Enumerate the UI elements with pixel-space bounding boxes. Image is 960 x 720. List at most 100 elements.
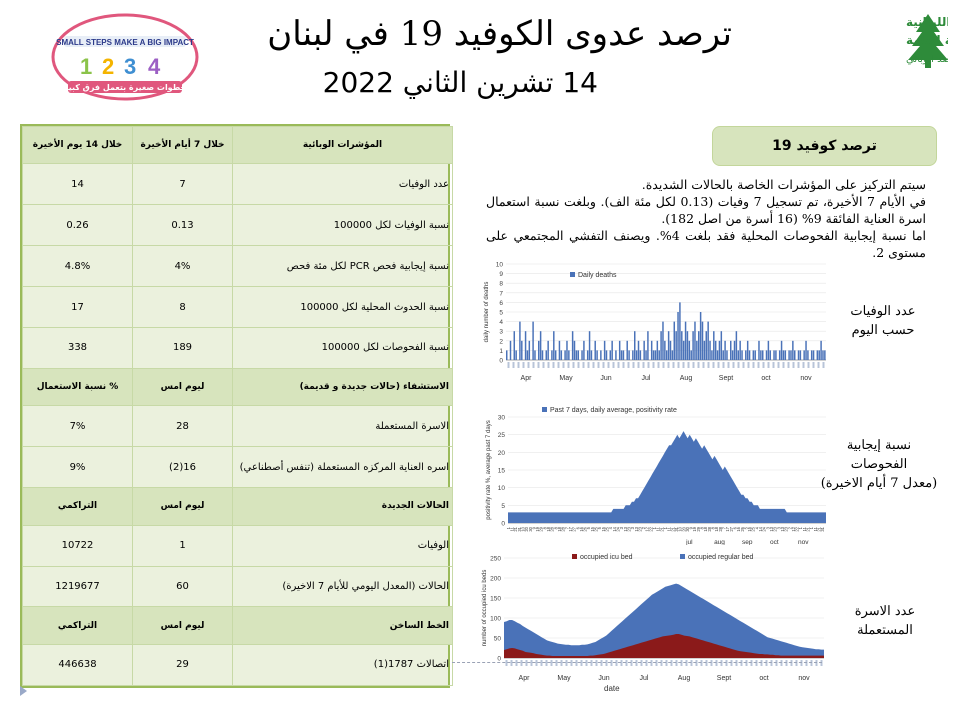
x-tick-label: 31 [674,526,679,531]
table-cell: 9% [22,446,133,489]
x-tick-label: 17 [568,526,573,531]
x-tick-mark [555,660,558,666]
table-cell: اتصالات 1787(1) [232,643,453,687]
death-bar [573,340,576,360]
x-tick-mark [705,660,708,666]
death-bar [628,350,630,360]
x-tick-label: 3 [630,526,635,529]
x-tick-mark [577,362,580,368]
death-bar [545,350,548,360]
table-row: الحالات (المعدل اليومي للأيام 7 الاخيرة)… [22,565,453,608]
x-tick-mark [747,362,750,368]
x-tick-label: 8 [553,526,558,529]
x-tick-mark [667,362,670,368]
death-bar [667,331,670,360]
x-tick-label: 17 [725,526,730,531]
death-bar [705,331,708,360]
x-tick-mark [542,362,545,368]
y-tick-label: 6 [499,300,503,307]
death-bar [620,350,623,360]
death-bar [824,350,826,360]
death-bar [711,350,713,360]
death-bar [506,350,508,360]
x-tick-label: 4 [754,526,759,529]
table-cell: التراكمي [22,606,133,645]
table-cell: 0.26 [22,204,133,247]
x-tick-mark [822,362,825,368]
x-tick-label: 8 [711,526,716,529]
x-tick-mark [735,660,738,666]
table-cell: 1 [132,524,233,567]
x-tick-label: 31 [517,526,522,531]
death-bar [639,350,642,360]
ministry-line3: برنامج الترصد الوبائي [906,54,948,65]
death-bar [611,340,613,360]
x-tick-mark [517,362,520,368]
icu-bed-area [504,634,824,658]
x-tick-mark [737,362,740,368]
x-tick-mark [717,362,720,368]
x-tick-mark [685,660,688,666]
table-cell: ليوم امس [132,487,233,526]
death-bar [524,331,527,360]
x-tick-label: 2 [641,526,646,529]
x-tick-label: 26 [740,526,745,531]
death-bar [726,350,728,360]
x-tick-mark [792,362,795,368]
x-tick-mark [790,660,793,666]
x-tick-mark [702,362,705,368]
death-bar [682,340,685,360]
legend-swatch [570,272,575,277]
x-tick-mark [687,362,690,368]
y-tick-label: 20 [498,450,506,457]
x-tick-label: 5 [743,526,748,529]
x-tick-mark [760,660,763,666]
table-cell: 14 [22,163,133,206]
x-tick-label: 1 [506,526,511,529]
death-bar [720,331,723,360]
death-bar [681,331,683,360]
x-tick-label: 4 [608,526,613,529]
month-label: Apr [519,675,531,682]
x-tick-mark [615,660,618,666]
y-tick-label: 7 [499,290,503,297]
x-tick-mark [672,362,675,368]
month-label: oct [770,539,779,545]
x-tick-label: 22 [648,526,653,531]
month-label: Jul [642,375,651,382]
x-tick-label: 10 [520,526,525,531]
table-cell: 0.13 [132,204,233,247]
death-bar [709,340,711,360]
x-tick-mark [800,660,803,666]
x-tick-mark [780,660,783,666]
x-tick-mark [505,660,508,666]
beds-label: عدد الاسرة المستعملة [840,602,930,640]
death-bar [558,340,561,360]
x-tick-label: 28 [718,526,723,531]
death-bar [677,312,679,360]
y-tick-label: 25 [498,432,506,439]
table-cell: نسبة الفحوصات لكل 100000 [232,327,453,369]
x-tick-mark [605,660,608,666]
x-tick-mark [515,660,518,666]
x-tick-mark [720,660,723,666]
death-bar [660,331,662,360]
summary-line: في الأيام 7 الأخيرة، تم تسجيل 7 وفيات (0… [486,194,926,226]
death-bar [713,331,715,360]
x-tick-label: 18 [557,526,562,531]
x-tick-mark [745,660,748,666]
positivity-label-line: الفحوصات [850,457,908,472]
death-bar [752,350,755,360]
death-bar [603,340,606,360]
x-tick-mark [707,362,710,368]
cedar-icon [908,14,948,68]
x-tick-mark [752,362,755,368]
x-tick-mark [585,660,588,666]
x-tick-mark [570,660,573,666]
table-cell: 60 [132,565,233,608]
death-bar [820,340,822,360]
x-tick-mark [560,660,563,666]
table-cell: التراكمي [22,487,133,526]
y-tick-label: 3 [499,329,503,336]
